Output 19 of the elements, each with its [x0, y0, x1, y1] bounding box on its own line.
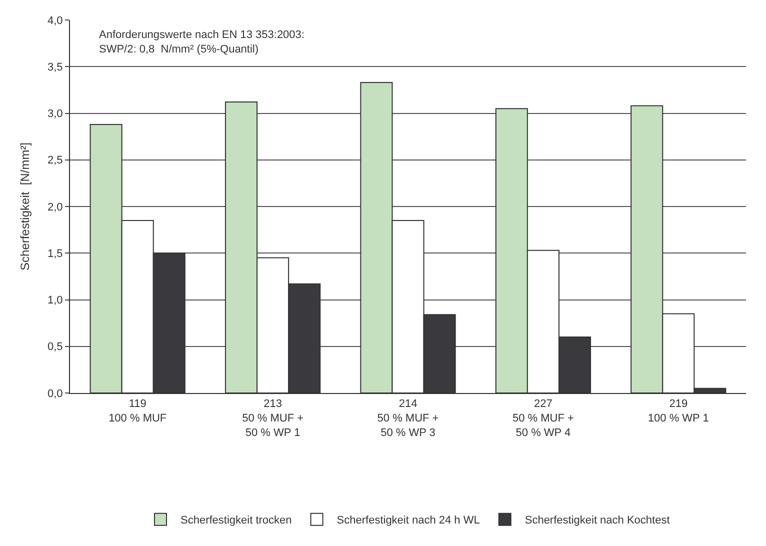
x-tick-label: 119 100 % MUF	[108, 398, 167, 424]
y-tick-label: 3,0	[48, 108, 63, 120]
annotation: Anforderungswerte nach EN 13 353:2003: SWP/2: 0,8 N/mm² (5%-Quantil)	[99, 29, 304, 56]
y-tick-label: 2,0	[48, 201, 63, 214]
y-tick-label: 1,0	[48, 294, 63, 307]
legend-label: Scherfestigkeit nach Kochtest	[524, 514, 670, 527]
x-tick-label: 214 50 % MUF + 50 % WP 3	[377, 398, 439, 439]
x-tick-label: 227 50 % MUF + 50 % WP 4	[512, 398, 574, 439]
y-tick-label: 0,0	[48, 388, 63, 400]
x-tick-label: 219 100 % WP 1	[648, 398, 709, 424]
y-axis-title: Scherfestigkeit [N/mm²]	[18, 142, 32, 271]
y-tick-label: 0,5	[48, 341, 63, 354]
legend-label: Scherfestigkeit trocken	[180, 514, 292, 527]
y-tick-label: 1,5	[48, 248, 63, 260]
y-tick-label: 3,5	[48, 61, 63, 74]
x-tick-label: 213 50 % MUF + 50 % WP 1	[242, 398, 304, 439]
y-tick-label: 4,0	[48, 14, 63, 27]
y-tick-label: 2,5	[48, 154, 63, 167]
legend-label: Scherfestigkeit nach 24 h WL	[336, 514, 480, 527]
